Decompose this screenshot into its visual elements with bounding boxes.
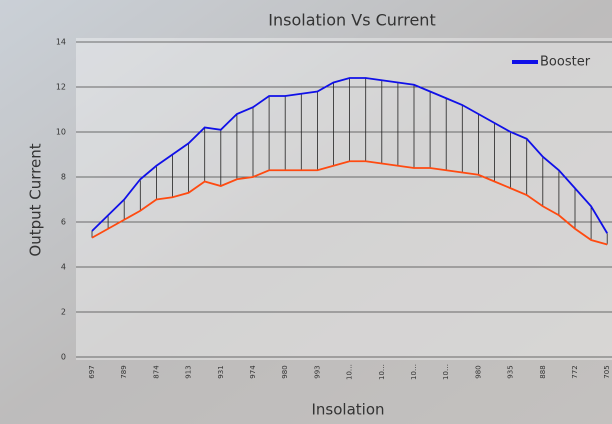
x-tick-label: 697 [88, 365, 96, 378]
chart-title: Insolation Vs Current [268, 11, 435, 30]
x-tick-label: 980 [281, 365, 289, 378]
y-axis-label: Output Current [27, 143, 45, 256]
x-tick-label: 772 [571, 365, 579, 378]
x-axis-label: Insolation [311, 401, 384, 419]
y-tick-label: 10 [56, 128, 66, 137]
x-tick-label: 935 [507, 365, 515, 378]
x-tick-label: 705 [603, 365, 611, 378]
y-tick-label: 8 [61, 173, 66, 182]
y-tick-label: 4 [61, 263, 66, 272]
x-tick-label: 10… [442, 364, 450, 380]
x-tick-label: 888 [539, 365, 547, 378]
y-tick-label: 2 [61, 308, 66, 317]
series-line [91, 77, 608, 234]
x-tick-label: 10… [378, 364, 386, 380]
y-tick-label: 14 [56, 38, 66, 47]
x-tick-label: 980 [474, 365, 482, 378]
x-tick-label: 993 [313, 365, 321, 378]
y-tick-label: 0 [61, 353, 66, 362]
legend-label: Booster [540, 55, 591, 70]
x-tick-label: 874 [152, 365, 160, 379]
y-tick-label: 6 [61, 218, 66, 227]
x-tick-label: 10… [410, 364, 418, 380]
x-tick-label: 789 [120, 365, 128, 378]
x-tick-label: 931 [217, 365, 225, 378]
y-tick-label: 12 [56, 83, 66, 92]
series-line [91, 160, 608, 246]
x-tick-label: 913 [185, 365, 193, 378]
x-tick-label: 10… [346, 364, 354, 380]
x-tick-label: 974 [249, 365, 257, 379]
